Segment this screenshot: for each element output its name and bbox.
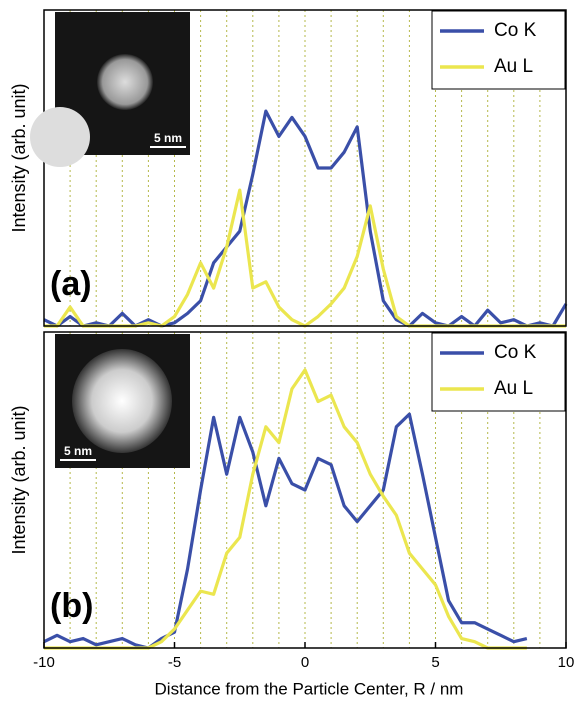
inset-scale-label: 5 nm (154, 131, 182, 145)
y-axis-label: Intensity (arb. unit) (9, 83, 29, 232)
panel-label: (a) (50, 265, 92, 303)
inset-particle (97, 54, 153, 110)
figure: Intensity (arb. unit) (a) 5 nm Co K Au L -10 -… (0, 0, 575, 705)
inset-particle (72, 349, 172, 453)
legend-label: Au L (494, 56, 533, 77)
legend-label: Co K (494, 20, 537, 41)
legend-label: Co K (494, 342, 537, 363)
inset-scale-label: 5 nm (64, 444, 92, 458)
x-tick-label: 10 (558, 654, 575, 671)
x-axis-label: Distance from the Particle Center, R / n… (155, 679, 464, 698)
inset-particle (30, 107, 90, 167)
x-tick-label: 5 (431, 654, 439, 671)
y-axis-label: Intensity (arb. unit) (9, 405, 29, 554)
x-tick-label: -10 (33, 654, 55, 671)
panel-label: (b) (50, 587, 93, 625)
x-tick-label: 0 (301, 654, 309, 671)
x-tick-label: -5 (168, 654, 181, 671)
legend-label: Au L (494, 378, 533, 399)
